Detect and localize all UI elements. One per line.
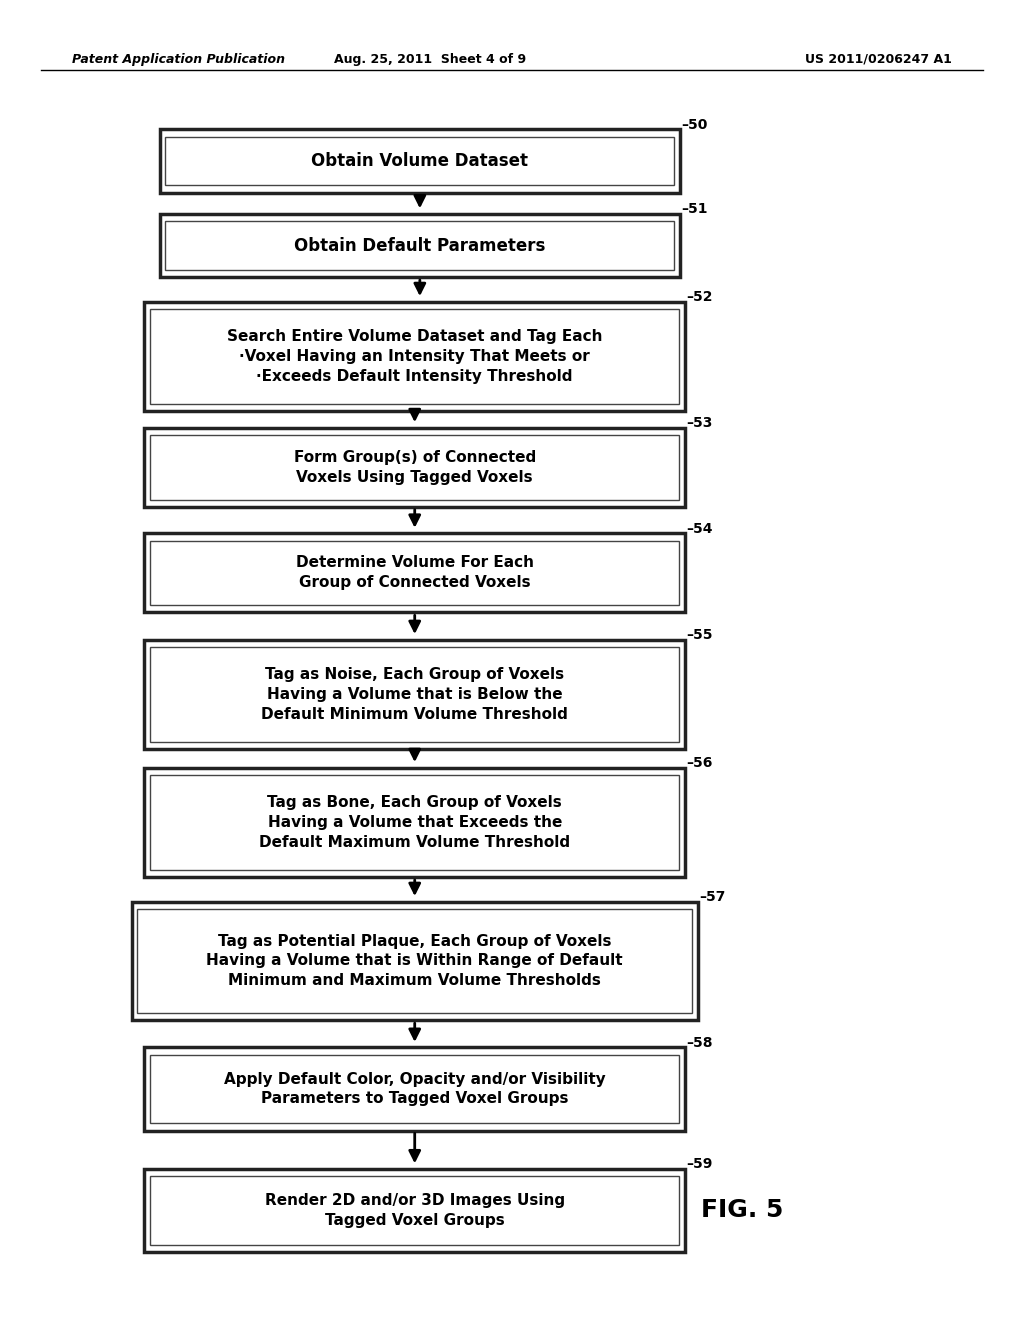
Bar (144, 1048, 685, 1130)
Bar (144, 533, 685, 612)
Bar (144, 768, 685, 876)
Bar (165, 220, 674, 271)
Bar (165, 136, 674, 186)
Text: –51: –51 (681, 202, 708, 216)
Text: Search Entire Volume Dataset and Tag Each
·Voxel Having an Intensity That Meets : Search Entire Volume Dataset and Tag Eac… (227, 329, 602, 384)
Text: Aug. 25, 2011  Sheet 4 of 9: Aug. 25, 2011 Sheet 4 of 9 (334, 53, 526, 66)
Text: Tag as Potential Plaque, Each Group of Voxels
Having a Volume that is Within Ran: Tag as Potential Plaque, Each Group of V… (207, 933, 623, 989)
Text: –52: –52 (686, 290, 713, 305)
Bar (144, 302, 685, 412)
Text: –50: –50 (681, 117, 708, 132)
Text: Patent Application Publication: Patent Application Publication (72, 53, 285, 66)
Bar (160, 129, 680, 193)
Text: –54: –54 (686, 521, 713, 536)
Bar (151, 647, 680, 742)
Bar (151, 309, 680, 404)
Bar (131, 902, 698, 1020)
Bar (144, 1170, 685, 1251)
Bar (151, 1055, 680, 1123)
Text: Obtain Volume Dataset: Obtain Volume Dataset (311, 152, 528, 170)
Bar (151, 541, 680, 606)
Text: –56: –56 (686, 756, 713, 770)
Bar (151, 1176, 680, 1245)
Text: Tag as Bone, Each Group of Voxels
Having a Volume that Exceeds the
Default Maxim: Tag as Bone, Each Group of Voxels Having… (259, 795, 570, 850)
Text: Form Group(s) of Connected
Voxels Using Tagged Voxels: Form Group(s) of Connected Voxels Using … (294, 450, 536, 484)
Text: –55: –55 (686, 628, 713, 643)
Text: –57: –57 (698, 890, 725, 904)
Text: Render 2D and/or 3D Images Using
Tagged Voxel Groups: Render 2D and/or 3D Images Using Tagged … (264, 1193, 565, 1228)
Text: FIG. 5: FIG. 5 (701, 1199, 783, 1222)
Bar (151, 775, 680, 870)
Text: Apply Default Color, Opacity and/or Visibility
Parameters to Tagged Voxel Groups: Apply Default Color, Opacity and/or Visi… (224, 1072, 605, 1106)
Bar (151, 436, 680, 500)
Text: –59: –59 (686, 1158, 713, 1172)
Bar (160, 214, 680, 277)
Bar (144, 640, 685, 750)
Text: Determine Volume For Each
Group of Connected Voxels: Determine Volume For Each Group of Conne… (296, 556, 534, 590)
Text: Obtain Default Parameters: Obtain Default Parameters (294, 236, 546, 255)
Text: –53: –53 (686, 416, 713, 430)
Bar (137, 908, 692, 1014)
Text: Tag as Noise, Each Group of Voxels
Having a Volume that is Below the
Default Min: Tag as Noise, Each Group of Voxels Havin… (261, 667, 568, 722)
Bar (144, 428, 685, 507)
Text: US 2011/0206247 A1: US 2011/0206247 A1 (806, 53, 952, 66)
Text: –58: –58 (686, 1036, 713, 1051)
